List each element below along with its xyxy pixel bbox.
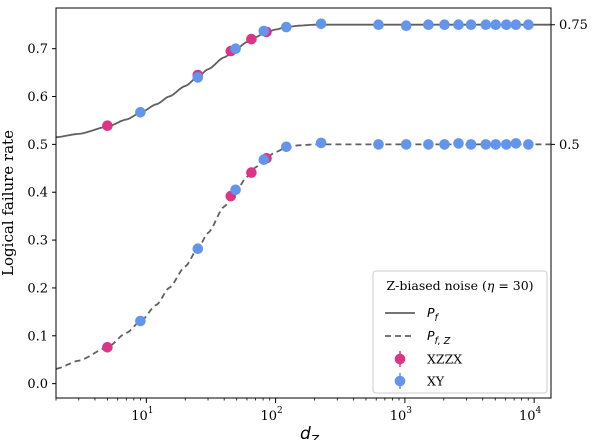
y-tick-label: 0.0 [27, 377, 48, 392]
data-point-xy [281, 141, 292, 153]
data-point-xy [490, 139, 502, 150]
legend-label: XZZX [427, 352, 462, 367]
legend-label: Pf [427, 305, 440, 324]
right-tick-label: 0.5 [559, 138, 580, 153]
axes-layer: 0.0 0.1 0.2 0.3 0.4 0.5 0.6 0.7 0.75 0.5 101 102 103… [0, 7, 588, 440]
data-point-xy [400, 20, 412, 32]
data-point-xy [315, 137, 327, 149]
x-axis-label: dZ [300, 424, 320, 440]
data-point-xy [373, 139, 384, 150]
data-point-xy [135, 315, 146, 327]
data-point-xy [192, 72, 204, 83]
data-point-xy [465, 139, 477, 150]
right-tick-label: 0.75 [559, 18, 588, 33]
y-tick-label: 0.5 [27, 138, 48, 153]
data-point-xy [135, 107, 146, 118]
data-point-xzzx [102, 120, 113, 131]
legend-title: Z-biased noise (η = 30) [386, 278, 533, 293]
data-point-xy [192, 243, 204, 254]
data-point-xy [315, 18, 327, 30]
plot-frame [55, 7, 552, 399]
legend-marker-xy [394, 375, 406, 387]
y-tick-label: 0.7 [27, 42, 48, 57]
data-point-xy [453, 19, 464, 31]
legend-label: XY [427, 374, 445, 389]
data-point-xy [510, 19, 522, 31]
x-tick-label: 102 [260, 406, 282, 424]
data-point-xzzx [246, 167, 257, 178]
y-tick-label: 0.6 [27, 90, 48, 105]
y-tick-label: 0.2 [27, 281, 48, 296]
x-tick-label: 104 [519, 406, 542, 424]
data-point-xy [258, 154, 270, 165]
data-point-xy [453, 138, 464, 149]
data-point-xy [230, 43, 241, 54]
data-point-xy [490, 19, 502, 31]
data-point-xy [373, 19, 384, 31]
data-point-xy [230, 184, 241, 196]
x-tick-label: 103 [390, 406, 413, 424]
data-point-xy [480, 139, 492, 150]
legend-box [372, 270, 548, 394]
points-layer [102, 18, 534, 353]
data-point-xy [523, 139, 534, 150]
legend-label: Pf, Z [427, 328, 451, 347]
data-point-xy [423, 19, 434, 31]
data-point-xy [439, 139, 450, 150]
data-point-xy [501, 19, 512, 31]
data-point-xzzx [102, 342, 113, 353]
legend: Z-biased noise (η = 30) Pf Pf, Z XZZX XY [372, 270, 548, 394]
y-tick-label: 0.4 [27, 186, 48, 201]
data-point-xy [258, 25, 270, 37]
data-point-xy [281, 21, 292, 33]
data-point-xy [510, 138, 522, 149]
data-point-xy [400, 139, 412, 150]
y-axis-label: Logical failure rate [0, 130, 17, 276]
y-tick-label: 0.3 [27, 234, 48, 249]
data-point-xzzx [246, 33, 257, 45]
curve-p-f [55, 23, 551, 139]
data-point-xy [423, 139, 434, 150]
data-point-xy [439, 19, 450, 31]
y-tick-label: 0.1 [27, 329, 48, 344]
x-tick-label: 101 [131, 406, 153, 424]
data-point-xy [501, 139, 512, 150]
data-point-xy [465, 19, 477, 31]
legend-marker-xzzx [394, 353, 406, 365]
data-point-xy [480, 19, 492, 31]
data-point-xy [523, 19, 534, 31]
